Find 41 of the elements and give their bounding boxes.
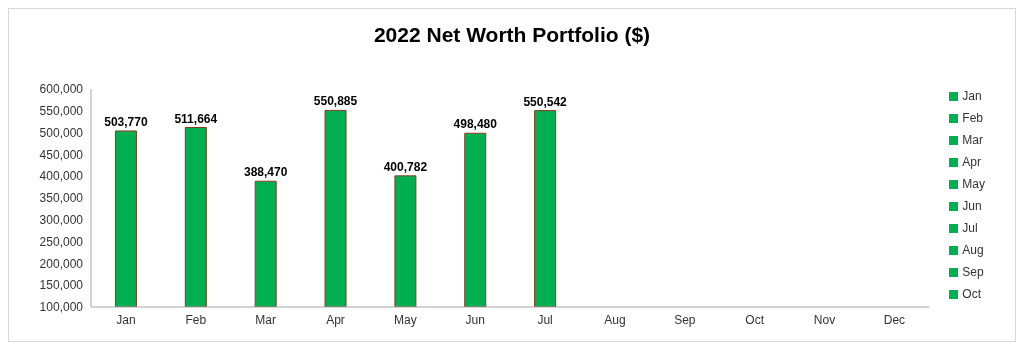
data-label: 550,885 xyxy=(313,94,358,109)
legend-label: Oct xyxy=(962,287,981,301)
x-tick-label: Jul xyxy=(537,312,553,327)
x-tick-label: Aug xyxy=(604,312,626,327)
legend-label: Aug xyxy=(962,243,984,257)
chart-title: 2022 Net Worth Portfolio ($) xyxy=(372,23,652,47)
legend-label: Jul xyxy=(962,221,978,235)
x-tick-label: Jun xyxy=(465,312,485,327)
y-tick-label: 600,000 xyxy=(39,82,84,97)
x-tick-label: Dec xyxy=(883,312,906,327)
legend-label: Sep xyxy=(962,265,984,279)
y-tick-label: 400,000 xyxy=(39,169,84,184)
y-tick-label: 300,000 xyxy=(39,213,84,228)
data-label: 498,480 xyxy=(453,117,498,132)
y-tick-label: 350,000 xyxy=(39,191,84,206)
y-tick-label: 100,000 xyxy=(39,300,84,315)
data-label: 503,770 xyxy=(104,114,148,129)
x-tick-label: Apr xyxy=(326,312,345,327)
x-tick-label: Nov xyxy=(813,312,836,327)
data-label: 388,470 xyxy=(243,165,288,180)
x-tick-label: Mar xyxy=(255,312,276,327)
legend-label: Jan xyxy=(962,89,982,103)
y-tick-label: 150,000 xyxy=(39,278,84,293)
y-tick-label: 500,000 xyxy=(39,125,84,140)
legend-label: May xyxy=(962,177,985,191)
x-tick-label: Oct xyxy=(745,312,765,327)
legend-label: Mar xyxy=(962,133,983,147)
legend-label: Jun xyxy=(962,199,982,213)
x-tick-label: Jan xyxy=(116,312,136,327)
y-tick-label: 550,000 xyxy=(39,104,84,119)
data-label: 400,782 xyxy=(383,159,428,174)
y-tick-label: 250,000 xyxy=(39,234,84,249)
data-label: 511,664 xyxy=(174,111,218,126)
x-tick-label: Feb xyxy=(185,312,207,327)
x-tick-label: Sep xyxy=(674,312,696,327)
data-label: 550,542 xyxy=(523,94,568,109)
y-tick-label: 450,000 xyxy=(39,147,84,162)
legend-label: Feb xyxy=(962,111,984,125)
legend-label: Apr xyxy=(962,155,982,169)
x-tick-label: May xyxy=(394,312,417,327)
y-tick-label: 200,000 xyxy=(39,256,84,271)
